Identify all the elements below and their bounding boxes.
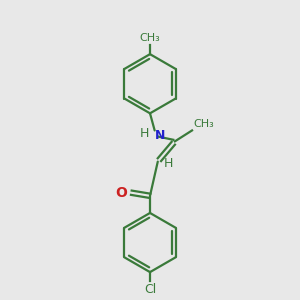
Text: CH₃: CH₃: [194, 119, 214, 129]
Text: Cl: Cl: [144, 283, 156, 296]
Text: H: H: [164, 157, 173, 169]
Text: O: O: [116, 186, 127, 200]
Text: CH₃: CH₃: [140, 33, 160, 43]
Text: N: N: [155, 129, 165, 142]
Text: H: H: [140, 127, 149, 140]
